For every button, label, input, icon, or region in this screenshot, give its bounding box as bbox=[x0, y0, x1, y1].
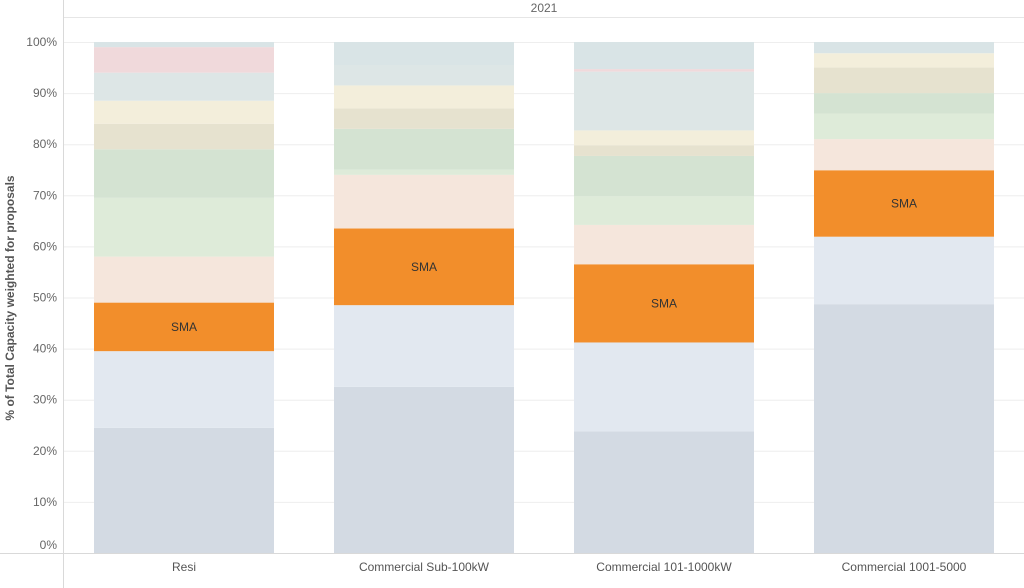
bar-segment[interactable] bbox=[574, 224, 754, 265]
bar-segment[interactable] bbox=[94, 42, 274, 48]
bar-segment[interactable] bbox=[574, 145, 754, 156]
bar-segment[interactable] bbox=[574, 42, 754, 70]
bar-segment[interactable] bbox=[814, 236, 994, 305]
bar-segment[interactable] bbox=[334, 108, 514, 129]
bar-segment[interactable] bbox=[94, 100, 274, 124]
bar-segment[interactable] bbox=[94, 123, 274, 150]
bar-segment-sma[interactable] bbox=[574, 264, 754, 343]
bar-segment[interactable] bbox=[94, 72, 274, 101]
y-tick-label: 10% bbox=[33, 495, 57, 509]
bar-segment-sma[interactable] bbox=[334, 228, 514, 306]
bar-segment[interactable] bbox=[334, 128, 514, 170]
bar-segment-sma[interactable] bbox=[814, 170, 994, 237]
column-header-year: 2021 bbox=[530, 1, 558, 15]
y-tick-label: 50% bbox=[33, 291, 57, 305]
bar-segment[interactable] bbox=[94, 256, 274, 303]
bar-segment-label: SMA bbox=[891, 196, 917, 210]
bar-segment-label: SMA bbox=[651, 296, 677, 310]
y-tick-labels: 0% 10% 20% 30% 40% 50% 60% 70% 80% 90% 100% bbox=[26, 35, 57, 552]
y-tick-label: 90% bbox=[33, 86, 57, 100]
bar-segment[interactable] bbox=[334, 64, 514, 86]
bar-segment[interactable] bbox=[814, 42, 994, 54]
x-tick-label: Commercial Sub-100kW bbox=[359, 560, 490, 574]
x-tick-label: Resi bbox=[172, 560, 196, 574]
y-tick-label: 20% bbox=[33, 444, 57, 458]
bar-segment[interactable] bbox=[814, 113, 994, 140]
bar-segment[interactable] bbox=[334, 386, 514, 553]
y-tick-label: 0% bbox=[40, 538, 58, 552]
y-tick-label: 30% bbox=[33, 393, 57, 407]
bar-segment[interactable] bbox=[334, 42, 514, 65]
bar-segment[interactable] bbox=[814, 304, 994, 553]
bar-segment[interactable] bbox=[574, 155, 754, 197]
y-tick-label: 60% bbox=[33, 239, 57, 253]
bar-segment[interactable] bbox=[94, 351, 274, 428]
y-tick-label: 100% bbox=[26, 35, 57, 49]
y-tick-label: 80% bbox=[33, 137, 57, 151]
bar-segment[interactable] bbox=[94, 149, 274, 198]
bar-segment[interactable] bbox=[334, 305, 514, 387]
bar-segment[interactable] bbox=[574, 130, 754, 146]
bar-segment[interactable] bbox=[574, 71, 754, 131]
bars: SMA SMA SMA SMA bbox=[94, 42, 994, 553]
bar-segment-label: SMA bbox=[171, 320, 197, 334]
bar-segment[interactable] bbox=[574, 342, 754, 432]
bar-segment[interactable] bbox=[334, 85, 514, 109]
bar-segment[interactable] bbox=[334, 174, 514, 229]
bar-segment[interactable] bbox=[334, 169, 514, 175]
bar-segment[interactable] bbox=[574, 431, 754, 553]
bar-segment[interactable] bbox=[814, 139, 994, 171]
bar-segment-label: SMA bbox=[411, 260, 437, 274]
bar-segment[interactable] bbox=[574, 196, 754, 225]
bar-segment[interactable] bbox=[814, 67, 994, 94]
bar-segment[interactable] bbox=[814, 53, 994, 68]
x-tick-labels: Resi Commercial Sub-100kW Commercial 101-1… bbox=[172, 560, 967, 574]
bar-segment[interactable] bbox=[94, 427, 274, 553]
bar-segment-sma[interactable] bbox=[94, 302, 274, 352]
bar-segment[interactable] bbox=[94, 197, 274, 257]
x-tick-label: Commercial 1001-5000 bbox=[842, 560, 967, 574]
bar-segment[interactable] bbox=[94, 47, 274, 73]
bar-segment[interactable] bbox=[814, 93, 994, 114]
y-tick-label: 70% bbox=[33, 188, 57, 202]
y-axis-title: % of Total Capacity weighted for proposa… bbox=[3, 175, 17, 420]
x-tick-label: Commercial 101-1000kW bbox=[596, 560, 732, 574]
bar-segment[interactable] bbox=[574, 69, 754, 72]
y-tick-label: 40% bbox=[33, 342, 57, 356]
